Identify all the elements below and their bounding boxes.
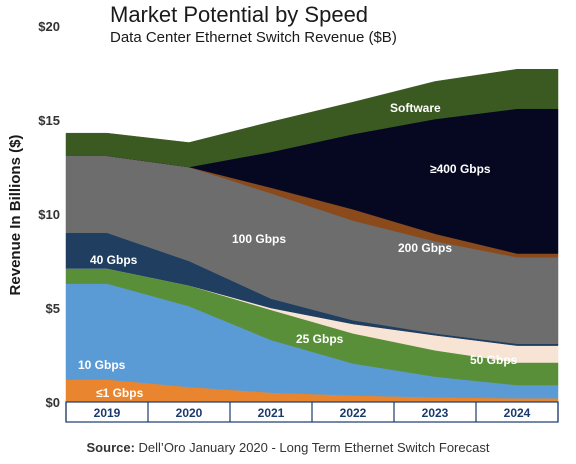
x-tick-label: 2023 bbox=[422, 406, 449, 420]
x-tick-label: 2020 bbox=[176, 406, 203, 420]
source-note: Source: Dell’Oro January 2020 - Long Ter… bbox=[87, 440, 490, 455]
series-label-g400: ≥400 Gbps bbox=[430, 162, 491, 176]
series-label-g100: 100 Gbps bbox=[232, 232, 286, 246]
series-label-g50: 50 Gbps bbox=[470, 353, 518, 367]
source-text: Dell’Oro January 2020 - Long Term Ethern… bbox=[135, 440, 490, 455]
y-tick-label: $10 bbox=[38, 207, 60, 222]
x-tick-label: 2024 bbox=[504, 406, 531, 420]
y-tick-label: $0 bbox=[46, 395, 60, 410]
chart-subtitle: Data Center Ethernet Switch Revenue ($B) bbox=[110, 29, 397, 46]
y-tick-label: $15 bbox=[38, 113, 60, 128]
series-label-g25: 25 Gbps bbox=[296, 332, 344, 346]
series-label-g10: 10 Gbps bbox=[78, 358, 126, 372]
series-label-software: Software bbox=[390, 101, 441, 115]
x-tick-label: 2022 bbox=[340, 406, 367, 420]
series-areas bbox=[65, 68, 559, 403]
series-labels: ≤1 Gbps 10 Gbps 25 Gbps 50 Gbps 40 Gbps 100 G… bbox=[78, 101, 518, 400]
x-tick-label: 2021 bbox=[258, 406, 285, 420]
y-tick-label: $20 bbox=[38, 19, 60, 34]
x-tick-label: 2019 bbox=[94, 406, 121, 420]
series-label-lt1: ≤1 Gbps bbox=[96, 386, 144, 400]
chart-title: Market Potential by Speed bbox=[110, 2, 368, 27]
y-tick-labels: $0 $5 $10 $15 $20 bbox=[38, 19, 60, 410]
source-prefix: Source: bbox=[87, 440, 135, 455]
y-tick-label: $5 bbox=[46, 301, 60, 316]
series-label-g200: 200 Gbps bbox=[398, 241, 452, 255]
y-axis-label: Revenue In Billions ($) bbox=[7, 135, 24, 296]
x-axis: 2019 2020 2021 2022 2023 2024 bbox=[65, 401, 559, 423]
series-label-g40: 40 Gbps bbox=[90, 253, 138, 267]
series-area-8 bbox=[65, 68, 559, 168]
